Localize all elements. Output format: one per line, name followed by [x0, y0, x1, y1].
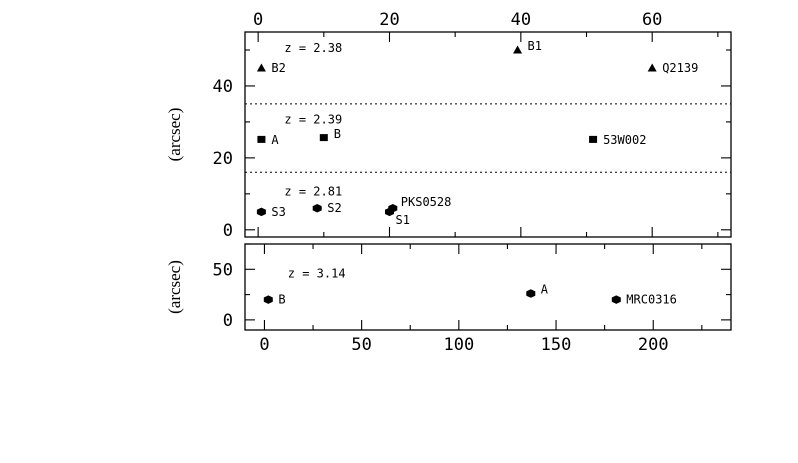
- y-tick-label: 0: [223, 221, 233, 241]
- bottom-y-axis-label: (arcsec): [165, 260, 184, 314]
- point-s3-label: S3: [271, 205, 285, 219]
- point-s1-marker: [385, 207, 394, 217]
- x-tick-label-bottom: 100: [443, 335, 474, 355]
- point-b2-marker: [256, 63, 266, 72]
- point-mrc0316-marker: [611, 295, 621, 304]
- point-a-marker: [257, 135, 266, 143]
- point-b-label: B: [334, 127, 341, 141]
- point-s1-label: S1: [395, 213, 409, 227]
- bottom-panel-points: z = 3.14B A MRC0316: [263, 266, 677, 307]
- point-53w002-marker: [589, 135, 598, 143]
- y-tick-label: 20: [213, 149, 233, 169]
- x-tick-label-bottom: 200: [638, 335, 669, 355]
- y-tick-label: 0: [223, 311, 233, 331]
- x-tick-label-top: 20: [379, 10, 399, 30]
- point-b2-label: B2: [271, 61, 285, 75]
- point-s3-marker: [256, 207, 266, 217]
- x-tick-label-bottom: 0: [259, 335, 269, 355]
- top-panel-points: z = 2.38 B2 B1 Q2139 z = 2.39 A B 53W002 z = 2.8…: [256, 39, 698, 227]
- group-separators: [245, 103, 731, 173]
- x-tick-label-top: 0: [253, 10, 263, 30]
- point-a-marker: [526, 289, 536, 298]
- point-s2-marker: [312, 204, 322, 213]
- bottom-panel-ticks: 0 50 0 50 100 150 200: [213, 243, 731, 355]
- point-a-label: A: [541, 283, 549, 297]
- point-q2139-label: Q2139: [662, 61, 698, 75]
- redshift-label: z = 2.38: [284, 41, 342, 55]
- point-b1-label: B1: [528, 39, 542, 53]
- point-b-marker: [263, 295, 273, 304]
- x-tick-label-bottom: 50: [351, 335, 371, 355]
- x-tick-label-bottom: 150: [541, 335, 572, 355]
- y-tick-label: 40: [213, 77, 233, 97]
- y-tick-label: 50: [213, 260, 233, 280]
- redshift-label: z = 2.39: [284, 113, 342, 127]
- x-tick-label-top: 40: [511, 10, 531, 30]
- point-s2-label: S2: [327, 201, 341, 215]
- redshift-label: z = 3.14: [288, 266, 346, 280]
- point-b-marker: [319, 134, 328, 142]
- top-panel-frame: [244, 31, 732, 238]
- bottom-panel: 0 50 0 50 100 150 200 z = 3.14B A MRC0316 (arcse…: [165, 243, 732, 355]
- x-tick-label-top: 60: [642, 10, 662, 30]
- redshift-label: z = 2.81: [284, 185, 342, 199]
- top-y-axis-label: (arcsec): [165, 108, 184, 162]
- point-a-label: A: [271, 133, 279, 147]
- bottom-panel-frame: [244, 243, 732, 331]
- point-q2139-marker: [647, 63, 657, 72]
- point-b-label: B: [278, 293, 285, 307]
- top-panel-ticks: 0 20 40 0 20 40 60: [213, 10, 731, 241]
- point-pks0528-label: PKS0528: [401, 195, 452, 209]
- top-panel: 0 20 40 0 20 40 60 z = 2.38 B2 B1 Q2139 z = 2.39 A B…: [165, 10, 732, 241]
- point-53w002-label: 53W002: [603, 133, 646, 147]
- point-b1-marker: [513, 45, 523, 54]
- point-mrc0316-label: MRC0316: [626, 293, 677, 307]
